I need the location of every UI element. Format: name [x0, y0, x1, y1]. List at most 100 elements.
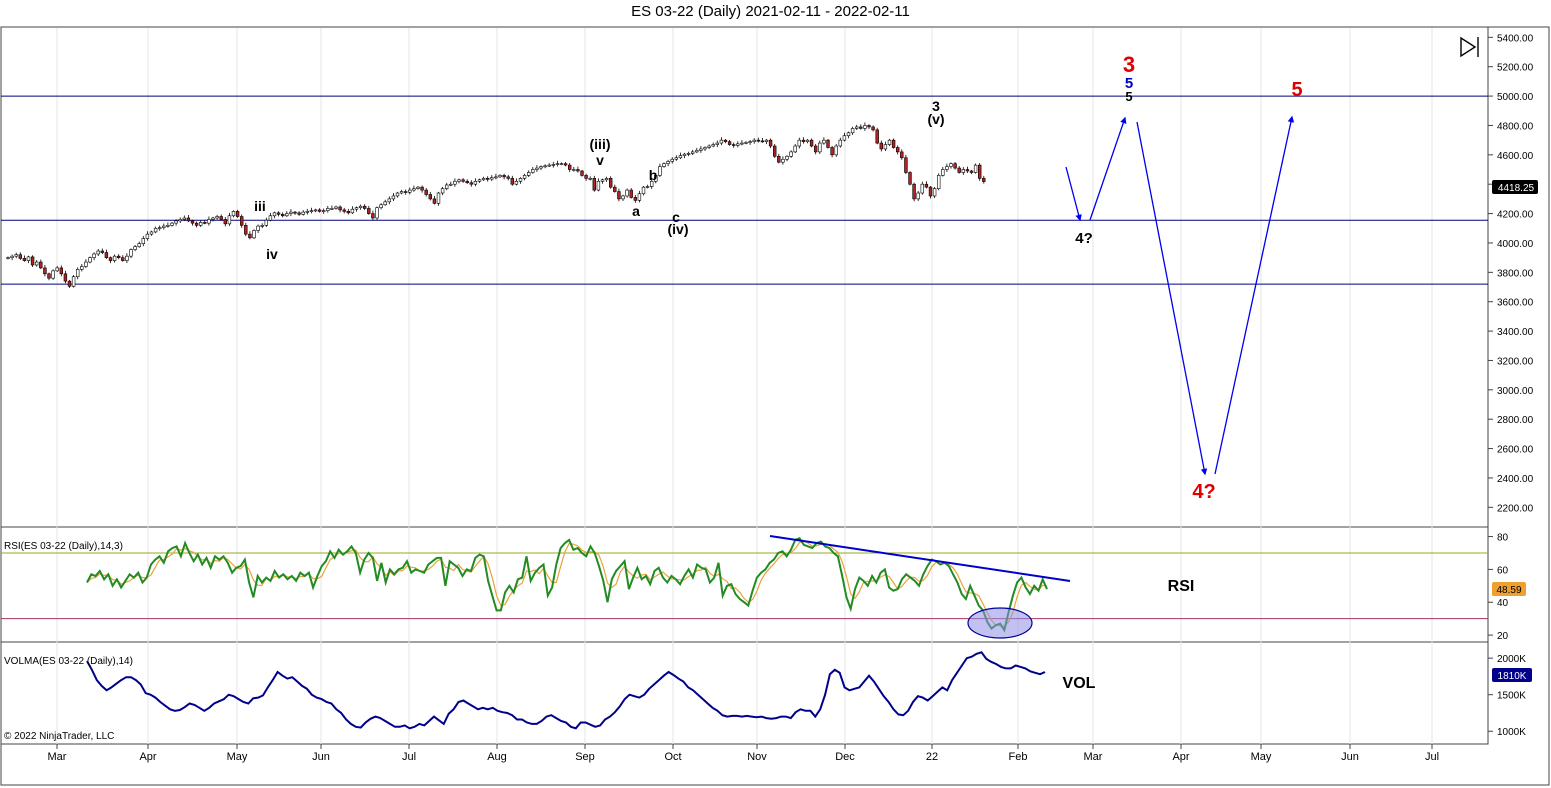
- volume-last-tag: 1810K: [1492, 668, 1532, 682]
- time-axis: Mar Apr May Jun Jul Aug Sep Oct Nov Dec 22 Feb Mar Ap…: [48, 744, 1439, 763]
- wave-label-3: 3: [932, 98, 940, 114]
- price-tick-label: 4600.00: [1497, 151, 1534, 162]
- candle-body: [818, 142, 822, 153]
- candle-body: [412, 188, 416, 191]
- candle-body: [936, 175, 941, 189]
- price-last-tag-text: 4418.25: [1498, 183, 1535, 194]
- candle-body: [34, 261, 39, 266]
- candle-body: [584, 175, 588, 179]
- candle-body: [641, 186, 646, 195]
- candle-body: [162, 225, 166, 228]
- candle-body: [973, 164, 978, 173]
- candle-body: [321, 210, 326, 212]
- candle-body: [682, 153, 687, 156]
- candle-body: [59, 267, 64, 275]
- candle-body: [654, 175, 658, 182]
- candle-body: [506, 176, 510, 179]
- candle-body: [555, 163, 560, 165]
- candle-body: [957, 167, 961, 173]
- volume-axis: 2000K 1500K 1000K: [1488, 654, 1526, 738]
- candle-body: [727, 141, 732, 145]
- candle-body: [47, 273, 51, 279]
- candle-body: [199, 222, 203, 226]
- chart-title: ES 03-22 (Daily) 2021-02-11 - 2022-02-11: [631, 3, 910, 20]
- candle-body: [375, 207, 379, 219]
- candle-body: [309, 210, 314, 212]
- candle-body: [260, 225, 264, 227]
- candle-body: [432, 198, 437, 204]
- candle-body: [670, 158, 674, 162]
- x-tick-label: Nov: [747, 751, 767, 763]
- candle-body: [838, 139, 843, 147]
- candle-body: [166, 225, 170, 227]
- candle-body: [850, 128, 855, 134]
- x-tick-label: Apr: [139, 751, 156, 763]
- candle-body: [703, 147, 707, 150]
- candle-body: [613, 186, 617, 192]
- candle-body: [457, 179, 461, 182]
- candle-body: [158, 227, 162, 229]
- candlestick-series: [6, 122, 986, 288]
- candle-body: [707, 145, 711, 148]
- candle-body: [883, 144, 888, 150]
- candle-body: [141, 238, 145, 244]
- candle-body: [399, 191, 404, 194]
- candle-body: [330, 208, 334, 210]
- candle-body: [338, 206, 342, 211]
- candle-body: [301, 211, 305, 215]
- candle-body: [436, 192, 441, 204]
- candle-body: [379, 204, 383, 209]
- candle-body: [563, 163, 568, 166]
- candle-body: [104, 252, 109, 258]
- candle-body: [900, 151, 904, 159]
- candle-body: [686, 153, 691, 155]
- candle-body: [740, 142, 744, 145]
- candle-body: [961, 169, 966, 173]
- candle-body: [469, 182, 473, 185]
- candle-body: [280, 214, 285, 217]
- price-last-tag: 4418.25: [1492, 180, 1538, 194]
- candle-body: [178, 219, 182, 222]
- candle-body: [514, 180, 519, 185]
- candle-body: [6, 257, 10, 259]
- candle-body: [969, 170, 974, 173]
- candle-body: [588, 178, 592, 180]
- volume-panel-frame: [0, 641, 1489, 745]
- candle-body: [932, 188, 937, 197]
- candle-body: [912, 183, 916, 200]
- candle-body: [764, 139, 769, 142]
- candle-body: [383, 201, 387, 206]
- candle-body: [481, 178, 486, 181]
- candle-body: [678, 155, 683, 159]
- candle-body: [748, 141, 752, 143]
- candle-body: [129, 249, 133, 257]
- x-tick-label: Apr: [1172, 751, 1189, 763]
- price-tick-label: 3800.00: [1497, 268, 1534, 279]
- candle-body: [510, 178, 514, 185]
- candle-body: [772, 145, 777, 157]
- rsi-trend-line: [769, 535, 1071, 582]
- candle-body: [194, 222, 199, 226]
- x-tick-label: Jun: [312, 751, 330, 763]
- candle-body: [346, 211, 350, 214]
- candle-body: [600, 179, 605, 182]
- candle-body: [449, 183, 453, 186]
- candle-body: [924, 183, 929, 188]
- price-tick-label: 3400.00: [1497, 327, 1534, 338]
- candle-body: [982, 178, 986, 182]
- x-tick-label: Jul: [402, 751, 416, 763]
- wave-labels: iii iv (iii) v a b c (iv) 3 (v) 4? 3 5 5…: [254, 52, 1302, 692]
- x-tick-label: Mar: [48, 751, 67, 763]
- volume-ma-line: [86, 651, 1046, 730]
- candle-body: [440, 188, 445, 194]
- rsi-last-tag: 48.59: [1492, 582, 1526, 596]
- candle-body: [608, 178, 613, 188]
- copyright-text: © 2022 NinjaTrader, LLC: [4, 731, 114, 742]
- candle-body: [977, 164, 982, 179]
- candle-body: [100, 250, 105, 253]
- candle-body: [621, 195, 625, 200]
- candle-body: [965, 169, 970, 172]
- candle-body: [559, 163, 564, 165]
- scroll-to-end-icon[interactable]: [1460, 36, 1479, 58]
